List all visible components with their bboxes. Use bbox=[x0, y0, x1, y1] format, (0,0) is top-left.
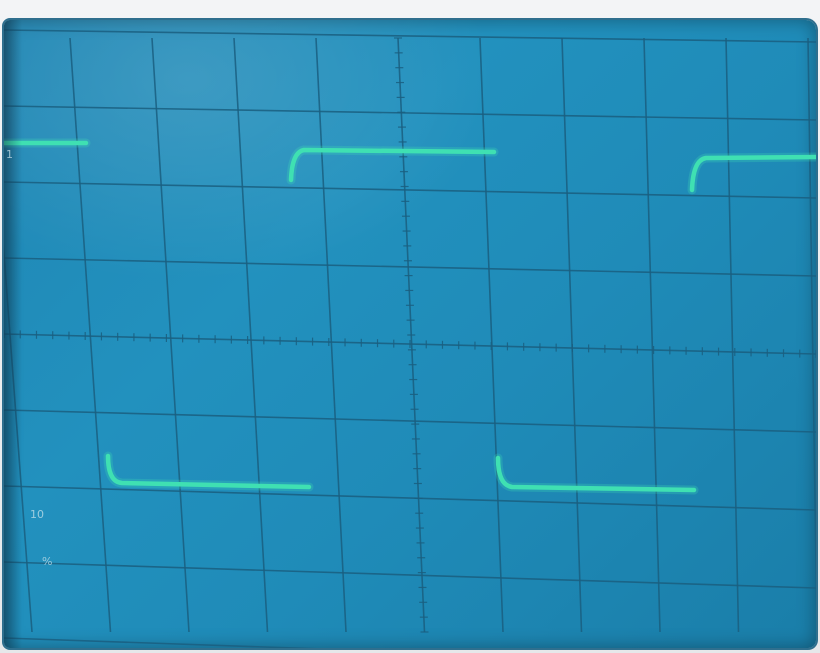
trace-segment bbox=[495, 455, 697, 493]
grid-horizontal-line bbox=[4, 257, 816, 277]
screen-glare bbox=[4, 20, 524, 300]
grid-vertical-line bbox=[151, 37, 190, 633]
edge-mark-top: 1 bbox=[6, 148, 13, 161]
grid-vertical-line bbox=[725, 37, 740, 633]
trace-segment bbox=[288, 147, 497, 183]
graticule-center-ticks bbox=[4, 37, 816, 633]
graticule-and-trace bbox=[4, 29, 816, 648]
graticule-grid bbox=[4, 29, 816, 648]
grid-horizontal-line bbox=[4, 561, 816, 589]
grid-horizontal-line bbox=[4, 409, 816, 433]
grid-vertical-line bbox=[315, 37, 347, 633]
grid-vertical-line bbox=[4, 243, 33, 633]
trace-glow bbox=[286, 145, 499, 185]
oscilloscope-screen: 1 10 % bbox=[4, 20, 816, 648]
grid-vertical-line bbox=[561, 37, 583, 633]
grid-vertical-line bbox=[233, 37, 269, 633]
grid-horizontal-line bbox=[4, 181, 816, 199]
grid-horizontal-line bbox=[4, 485, 816, 511]
grid-horizontal-line bbox=[4, 29, 816, 43]
trace-segment bbox=[105, 453, 312, 490]
screen-edge-shadow bbox=[4, 20, 22, 648]
grid-vertical-line bbox=[807, 37, 816, 619]
grid-vertical-line bbox=[69, 37, 112, 633]
grid-horizontal-line bbox=[4, 637, 318, 648]
grid-vertical-line bbox=[479, 37, 504, 633]
trace-glow bbox=[687, 152, 816, 195]
trace-segment bbox=[689, 154, 816, 193]
grid-horizontal-line bbox=[4, 105, 816, 121]
edge-mark-bottom-b: % bbox=[42, 555, 53, 568]
square-wave-trace bbox=[4, 138, 816, 495]
grid-vertical-line bbox=[643, 37, 661, 633]
edge-mark-bottom-a: 10 bbox=[30, 508, 44, 521]
